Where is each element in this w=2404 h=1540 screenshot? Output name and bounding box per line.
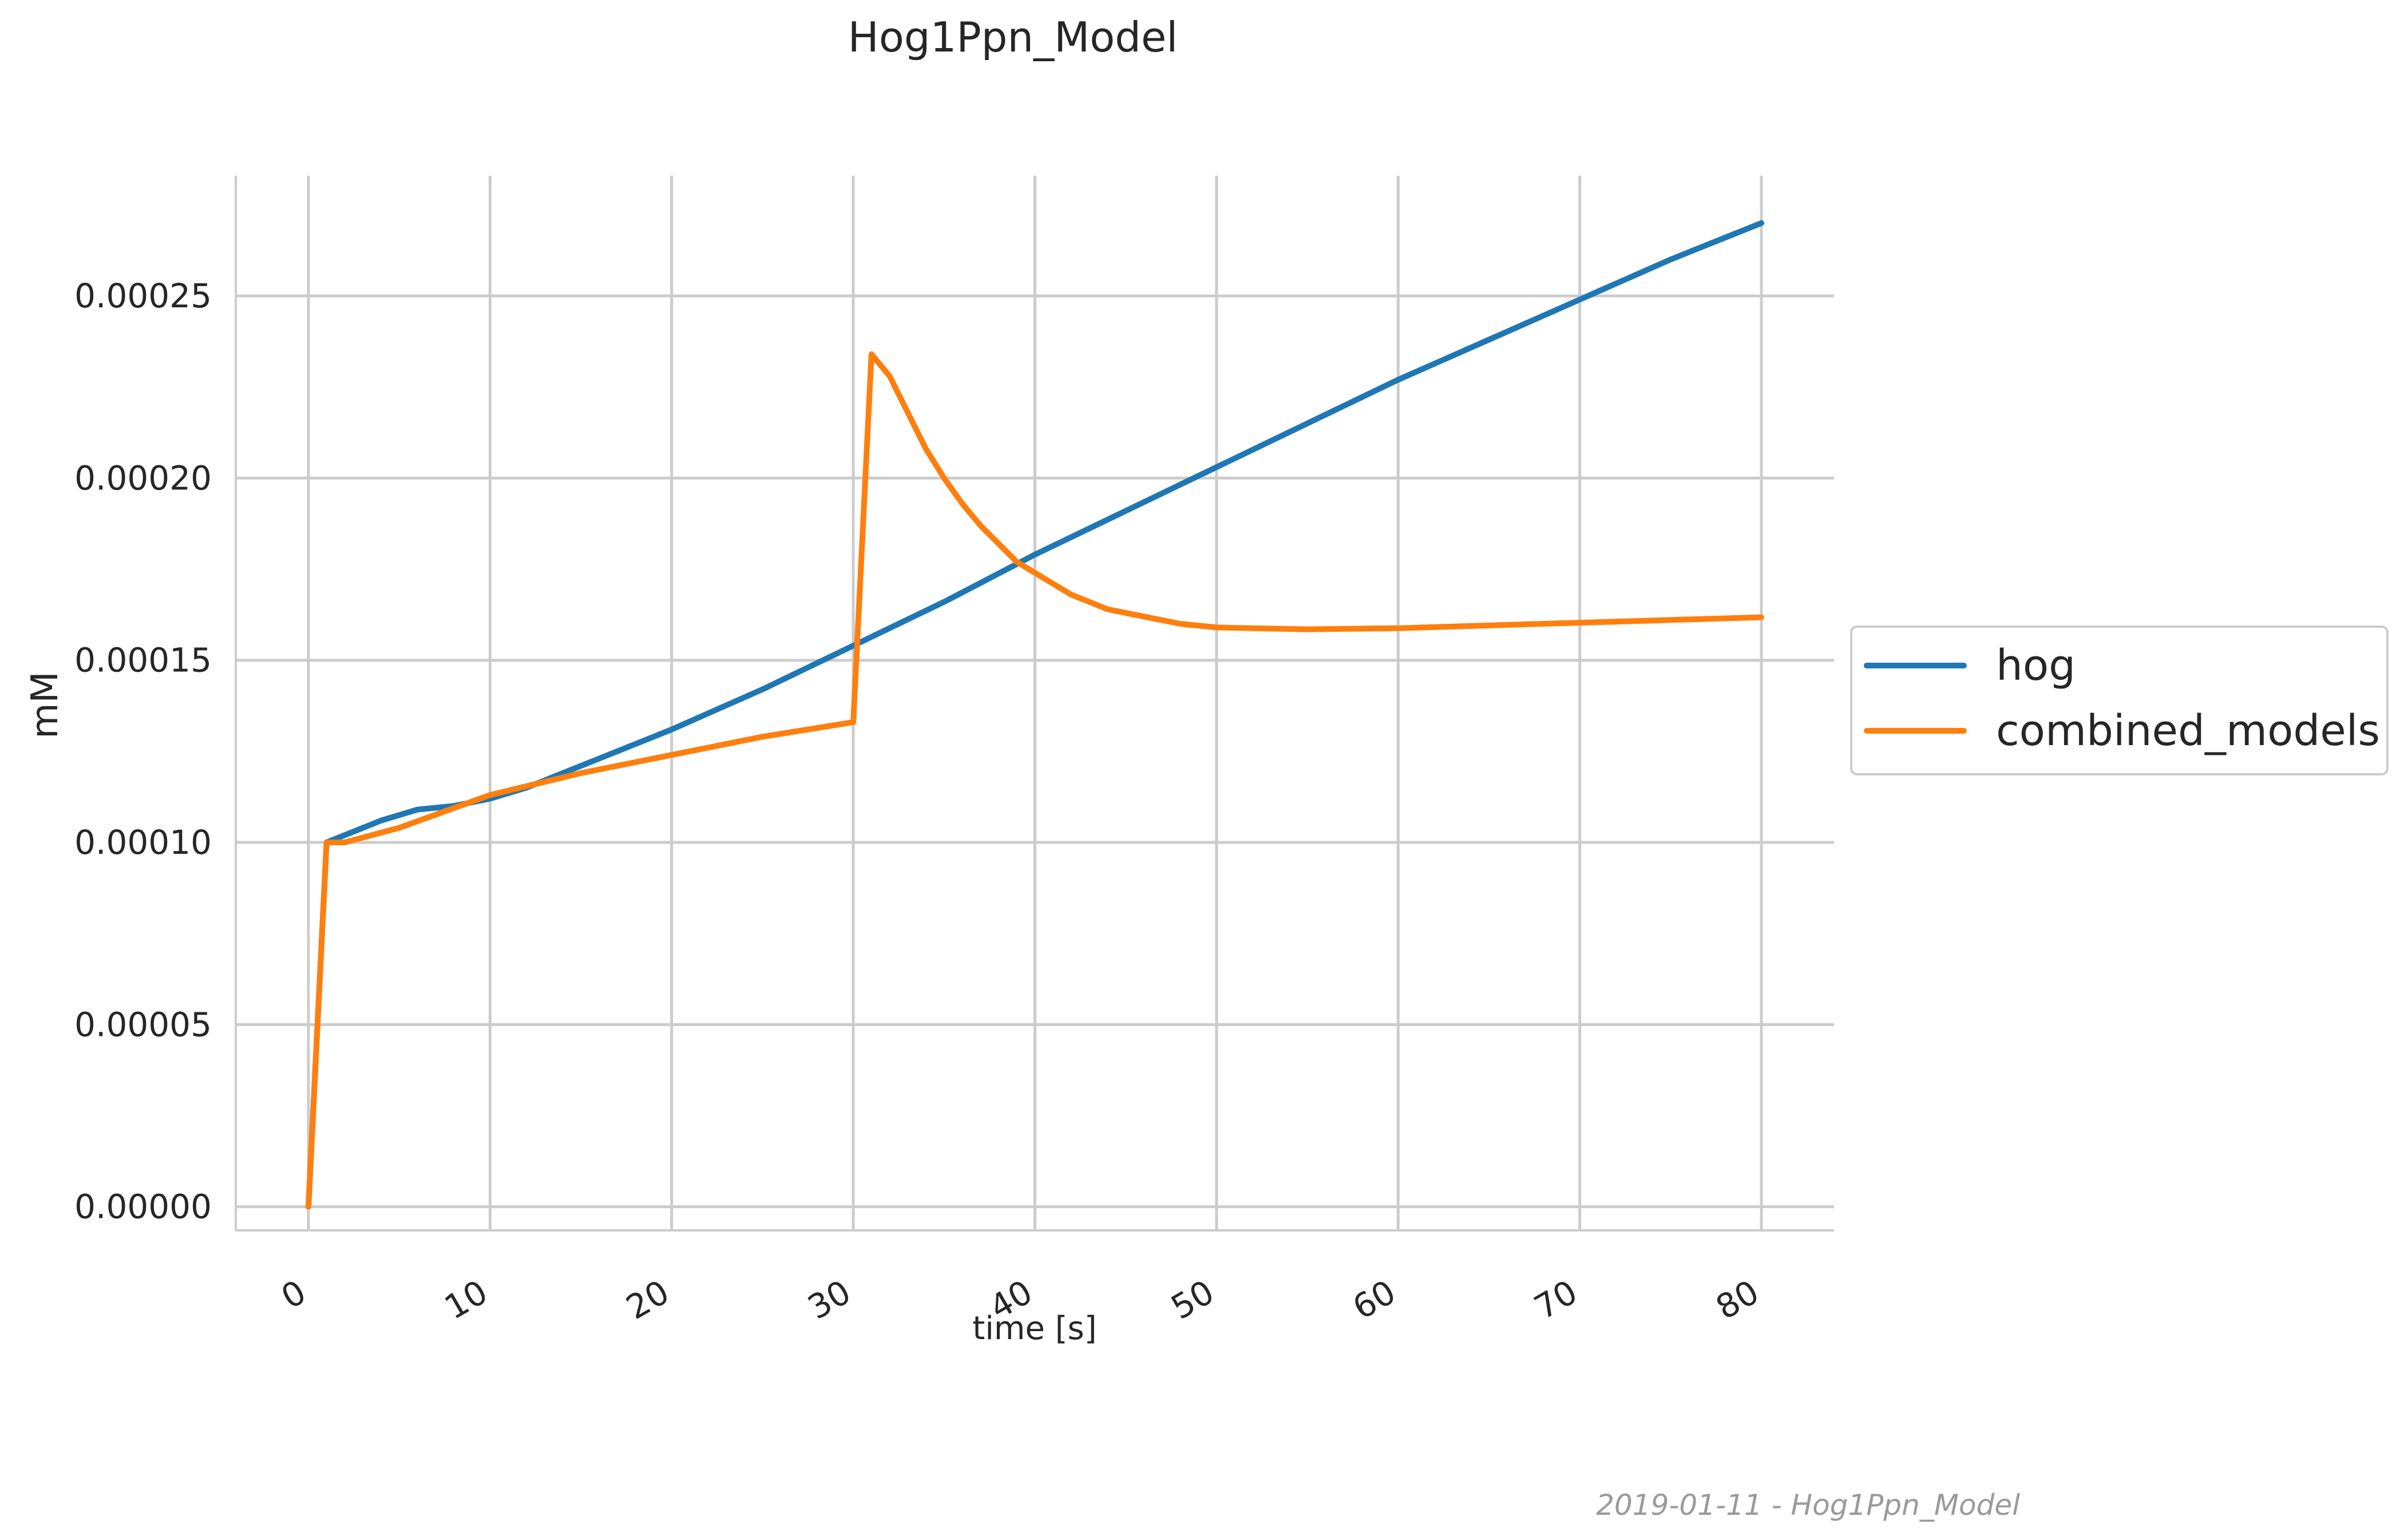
x-tick-label: 20 xyxy=(620,1272,676,1327)
y-axis-label: mM xyxy=(24,671,66,739)
y-tick-label: 0.00010 xyxy=(74,823,212,862)
legend: hog combined_models xyxy=(1850,625,2389,775)
legend-box xyxy=(1850,625,2389,775)
y-tick-label: 0.00015 xyxy=(74,641,212,680)
y-tick-label: 0.00025 xyxy=(74,276,212,315)
x-tick-label: 0 xyxy=(275,1272,312,1316)
x-tick-label: 80 xyxy=(1709,1272,1765,1327)
x-tick-label: 70 xyxy=(1528,1272,1584,1327)
series-line-combined-models xyxy=(306,351,1764,1210)
x-gridlines xyxy=(307,176,1763,1230)
y-tick-label: 0.00005 xyxy=(74,1005,212,1044)
y-tick-labels: 0.00000 0.00005 0.00010 0.00015 0.00020 0.000… xyxy=(74,276,212,1226)
y-tick-label: 0.00000 xyxy=(74,1187,212,1226)
x-tick-label: 60 xyxy=(1346,1272,1402,1327)
legend-label-hog: hog xyxy=(1996,641,2076,690)
series-lines xyxy=(306,220,1764,1210)
x-tick-label: 30 xyxy=(801,1272,857,1327)
chart-title: Hog1Ppn_Model xyxy=(848,13,1178,61)
y-tick-label: 0.00020 xyxy=(74,458,212,497)
x-tick-label: 10 xyxy=(438,1272,494,1327)
series-line-hog xyxy=(306,220,1764,1210)
footer-caption: 2019-01-11 - Hog1Ppn_Model xyxy=(1596,1488,2020,1522)
x-axis-label: time [s] xyxy=(972,1310,1096,1347)
legend-label-combined-models: combined_models xyxy=(1996,706,2380,755)
y-gridlines xyxy=(236,294,1834,1209)
x-tick-label: 50 xyxy=(1165,1272,1221,1327)
